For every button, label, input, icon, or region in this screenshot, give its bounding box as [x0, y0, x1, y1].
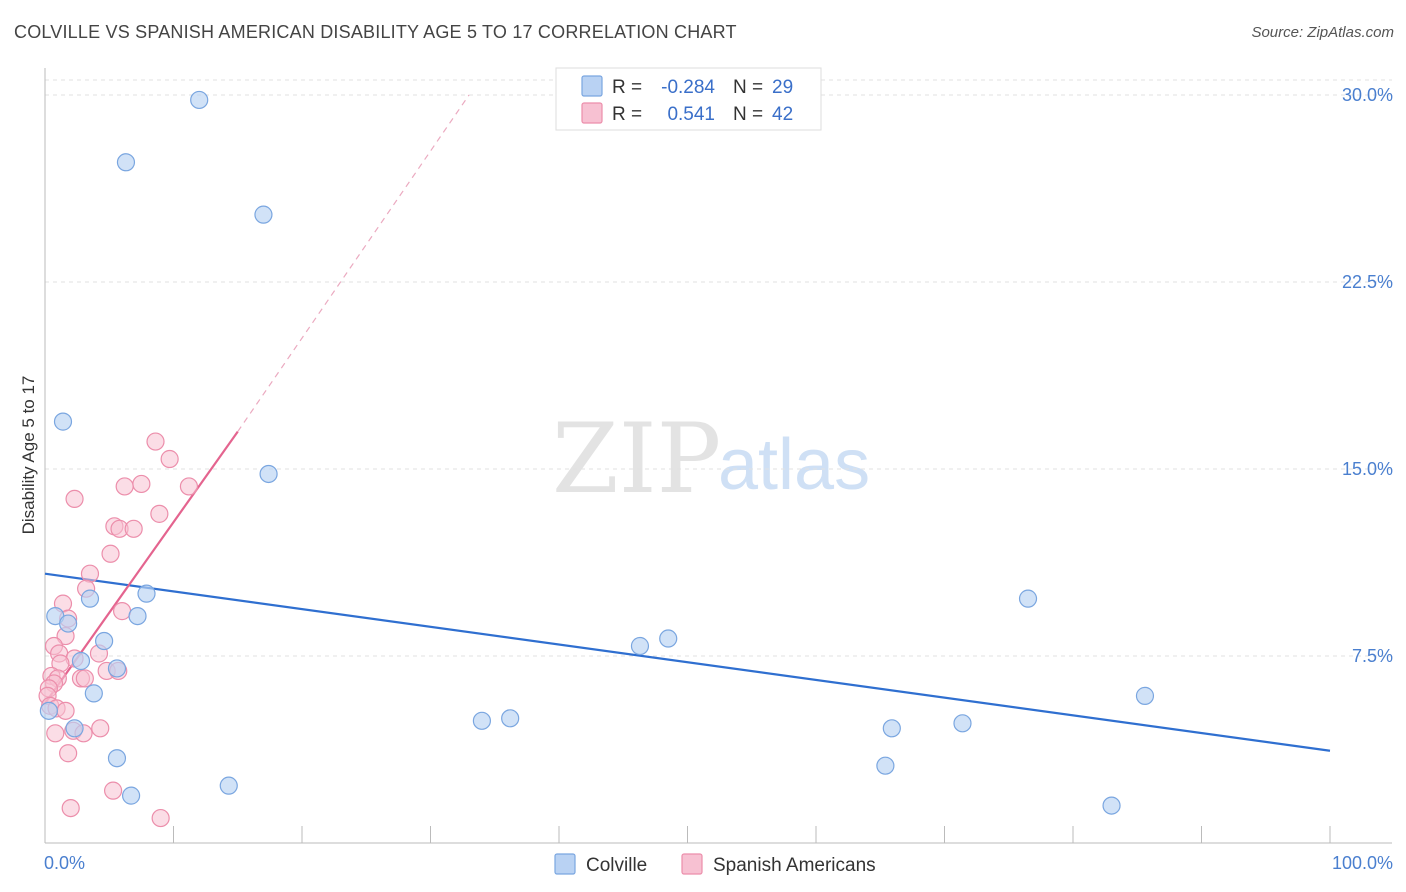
point-colville: [953, 714, 972, 733]
x-tick-label-max: 100.0%: [1332, 853, 1393, 873]
point-spanish-americans: [160, 449, 179, 469]
point-colville: [190, 90, 209, 110]
bottom-legend-swatch-colville: [554, 853, 576, 875]
point-spanish-americans: [65, 489, 84, 509]
trend-line-spanish-extension: [237, 94, 470, 432]
point-colville: [80, 589, 100, 608]
point-colville: [107, 749, 127, 768]
point-colville: [121, 786, 141, 805]
legend-n-value-colville: 29: [772, 77, 793, 98]
point-colville: [882, 719, 901, 738]
y-tick-label: 30.0%: [1342, 85, 1393, 105]
point-spanish-americans: [59, 744, 78, 763]
stats-legend: R = -0.284 N = 29 R = 0.541 N = 42: [555, 67, 822, 131]
point-colville: [59, 614, 78, 633]
point-colville: [116, 153, 136, 172]
point-colville: [84, 684, 103, 703]
point-colville: [1102, 796, 1121, 815]
legend-n-value-spanish: 42: [772, 104, 793, 125]
point-spanish-americans: [101, 544, 120, 563]
y-tick-label: 7.5%: [1352, 646, 1393, 666]
point-colville: [71, 651, 91, 671]
point-colville: [659, 629, 678, 648]
bottom-legend-colville: Colville: [586, 855, 647, 876]
grid-lines: [45, 79, 1392, 657]
legend-r-value-colville: -0.284: [661, 77, 715, 98]
point-spanish-americans: [112, 602, 132, 621]
point-colville: [219, 776, 238, 795]
point-colville: [65, 719, 84, 738]
series-legend: Colville Spanish Americans: [554, 853, 876, 876]
bottom-legend-swatch-spanish: [681, 853, 703, 875]
point-colville: [95, 631, 114, 651]
point-spanish-americans: [146, 432, 165, 451]
legend-r-value-spanish: 0.541: [667, 104, 715, 125]
point-spanish-americans: [46, 724, 65, 743]
legend-swatch-spanish: [581, 102, 603, 124]
y-tick-label: 22.5%: [1342, 272, 1393, 292]
point-colville: [501, 709, 520, 728]
point-spanish-americans: [91, 719, 110, 738]
point-colville: [472, 711, 491, 730]
y-tick-labels: 7.5% 15.0% 22.5% 30.0%: [1342, 85, 1393, 666]
point-colville: [53, 412, 73, 431]
x-tick-labels: 0.0% 100.0%: [44, 853, 1393, 873]
y-axis-label: Disability Age 5 to 17: [19, 376, 38, 535]
legend-r-label-colville: R =: [612, 77, 642, 98]
legend-swatch-colville: [581, 75, 603, 97]
point-spanish-americans: [115, 477, 134, 496]
point-colville: [1018, 589, 1038, 608]
point-spanish-americans: [80, 564, 100, 583]
point-spanish-americans: [151, 808, 170, 828]
point-spanish-americans: [179, 477, 199, 496]
x-tick-label-min: 0.0%: [44, 853, 85, 873]
point-colville: [259, 464, 278, 484]
colville-points: [39, 90, 1155, 815]
point-spanish-americans: [132, 474, 151, 494]
point-colville: [1135, 686, 1155, 705]
point-colville: [630, 636, 650, 656]
legend-n-label-spanish: N =: [733, 104, 763, 125]
legend-n-label-colville: N =: [733, 77, 763, 98]
source-label: Source: ZipAtlas.com: [1251, 24, 1394, 41]
point-colville: [137, 584, 156, 603]
point-spanish-americans: [124, 519, 143, 538]
y-tick-label: 15.0%: [1342, 459, 1393, 479]
watermark-zip: ZIP: [552, 403, 721, 515]
point-spanish-americans: [150, 504, 169, 523]
trend-line-colville: [44, 572, 1331, 752]
bottom-legend-spanish: Spanish Americans: [713, 855, 876, 876]
chart-title: COLVILLE VS SPANISH AMERICAN DISABILITY …: [14, 22, 737, 42]
point-colville: [876, 756, 895, 775]
legend-r-label-spanish: R =: [612, 104, 642, 125]
point-colville: [107, 659, 127, 678]
point-colville: [39, 701, 58, 720]
point-colville: [128, 606, 147, 626]
point-spanish-americans: [104, 781, 123, 800]
point-spanish-americans: [56, 701, 75, 720]
point-spanish-americans: [75, 669, 94, 688]
point-spanish-americans: [61, 798, 80, 818]
point-colville: [254, 205, 273, 224]
watermark-atlas: atlas: [718, 425, 870, 505]
